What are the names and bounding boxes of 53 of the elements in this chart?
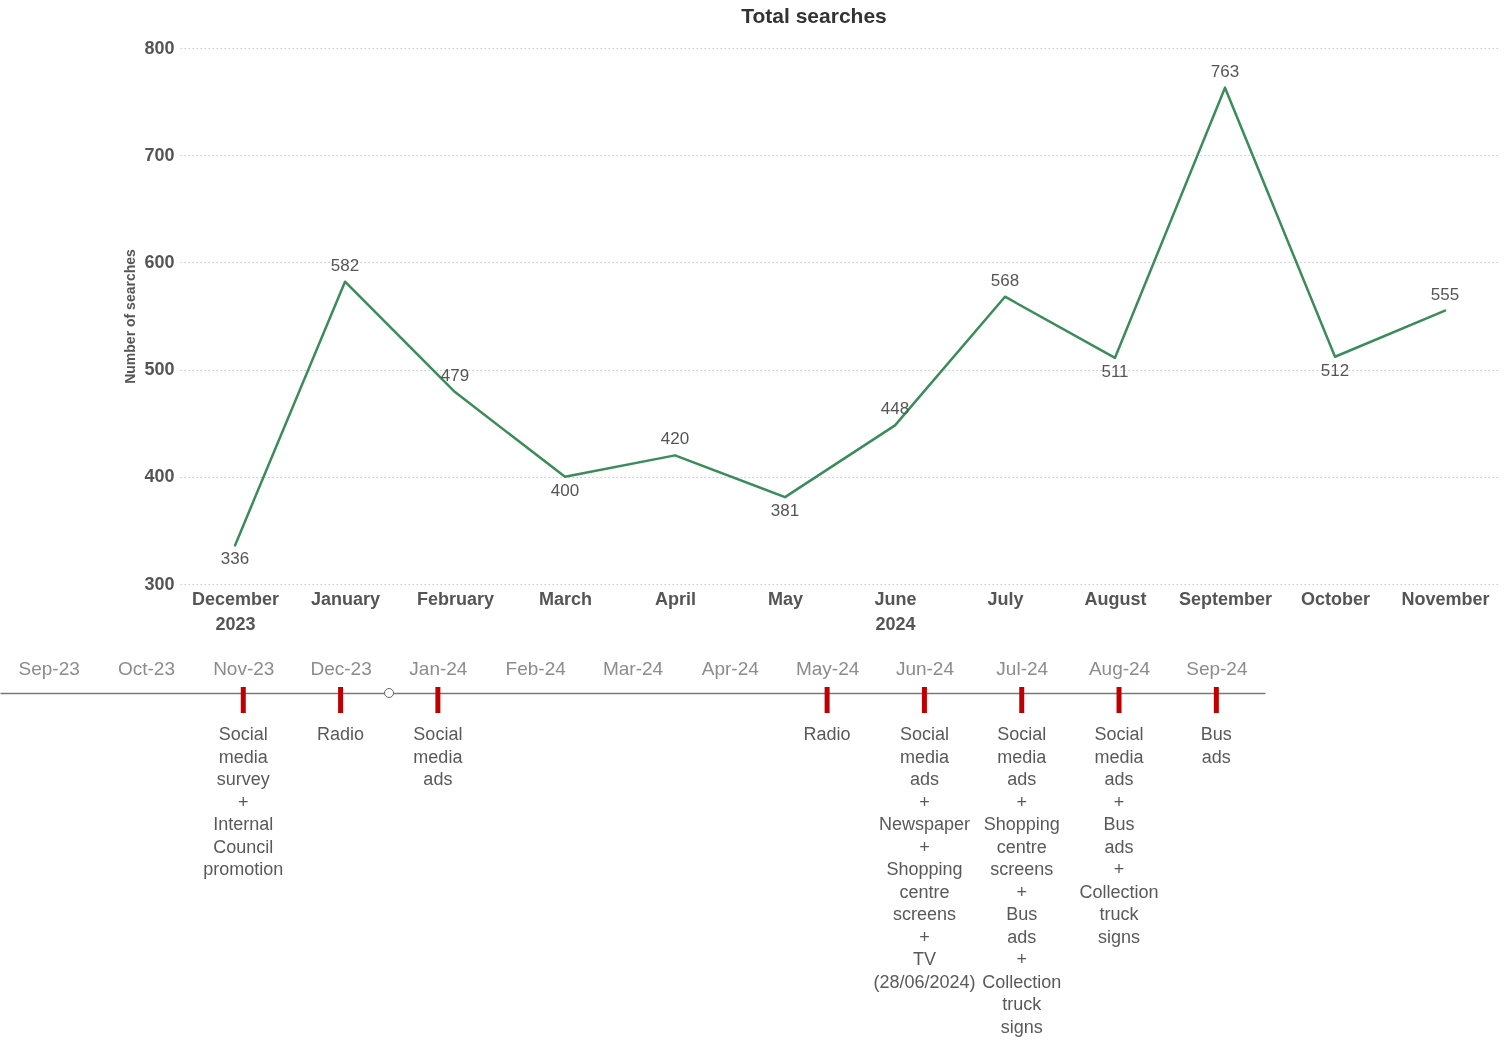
x-tick-label: March xyxy=(538,588,593,609)
data-label: 448 xyxy=(880,399,910,419)
y-tick-label: 800 xyxy=(144,37,175,58)
x-tick-label: July xyxy=(987,588,1024,609)
data-label: 512 xyxy=(1320,360,1350,380)
category-label: Sep-23 xyxy=(18,657,80,679)
x-tick-label: November xyxy=(1401,588,1490,609)
category-label: Oct-23 xyxy=(117,657,175,679)
data-label: 568 xyxy=(990,270,1020,290)
y-tick-label: 400 xyxy=(144,466,175,487)
text: Bus ads xyxy=(1200,724,1232,767)
x-tick-label: October xyxy=(1300,588,1371,609)
text: Radio xyxy=(803,724,851,744)
category-label: Aug-24 xyxy=(1088,657,1151,679)
category-label: Jun-24 xyxy=(895,657,955,679)
text: Social media survey + Internal Council promotion xyxy=(203,724,284,879)
data-label: 400 xyxy=(550,480,580,500)
x-tick-label: May xyxy=(767,588,804,609)
category-label: Jul-24 xyxy=(996,657,1049,679)
text: Social media ads + Bus ads + Collection truck signs xyxy=(1079,724,1159,947)
text: Radio xyxy=(317,724,365,744)
data-label: 336 xyxy=(220,549,250,569)
category-label: Nov-23 xyxy=(213,657,275,679)
text: Social media ads xyxy=(413,724,463,789)
y-tick-label: 300 xyxy=(144,573,175,594)
text: Social media ads + Newspaper + Shopping centre screens + TV (28/06/2024) xyxy=(873,724,976,992)
x-tick-label: January xyxy=(310,588,381,609)
chart-title: Total searches xyxy=(741,4,887,27)
y-tick-label: 600 xyxy=(144,251,175,272)
text: Social media ads + Shopping centre screens + Bus ads + Collection truck signs xyxy=(982,724,1062,1037)
x-tick-label: February xyxy=(416,588,495,609)
category-label: Jan-24 xyxy=(409,657,468,679)
data-label: 420 xyxy=(660,429,690,449)
data-label: 555 xyxy=(1430,284,1460,304)
x-tick-label: June 2024 xyxy=(874,588,917,634)
category-label: Feb-24 xyxy=(505,657,567,679)
data-label: 381 xyxy=(770,501,800,521)
y-tick-label: 500 xyxy=(144,359,175,380)
y-tick-label: 700 xyxy=(144,144,175,165)
category-label: Sep-24 xyxy=(1186,657,1248,679)
category-label: Mar-24 xyxy=(602,657,664,679)
x-tick-label: December 2023 xyxy=(191,588,280,634)
category-label: May-24 xyxy=(795,657,860,679)
category-label: Apr-24 xyxy=(701,657,760,679)
x-tick-label: September xyxy=(1178,588,1273,609)
data-label: 479 xyxy=(440,366,470,386)
x-tick-label: April xyxy=(654,588,697,609)
x-tick-label: August xyxy=(1084,588,1147,609)
data-label: 582 xyxy=(330,255,360,275)
y-axis-title: Number of searches xyxy=(122,248,139,384)
data-label: 763 xyxy=(1210,61,1240,81)
data-label: 511 xyxy=(1101,361,1129,381)
category-label: Dec-23 xyxy=(310,657,372,679)
